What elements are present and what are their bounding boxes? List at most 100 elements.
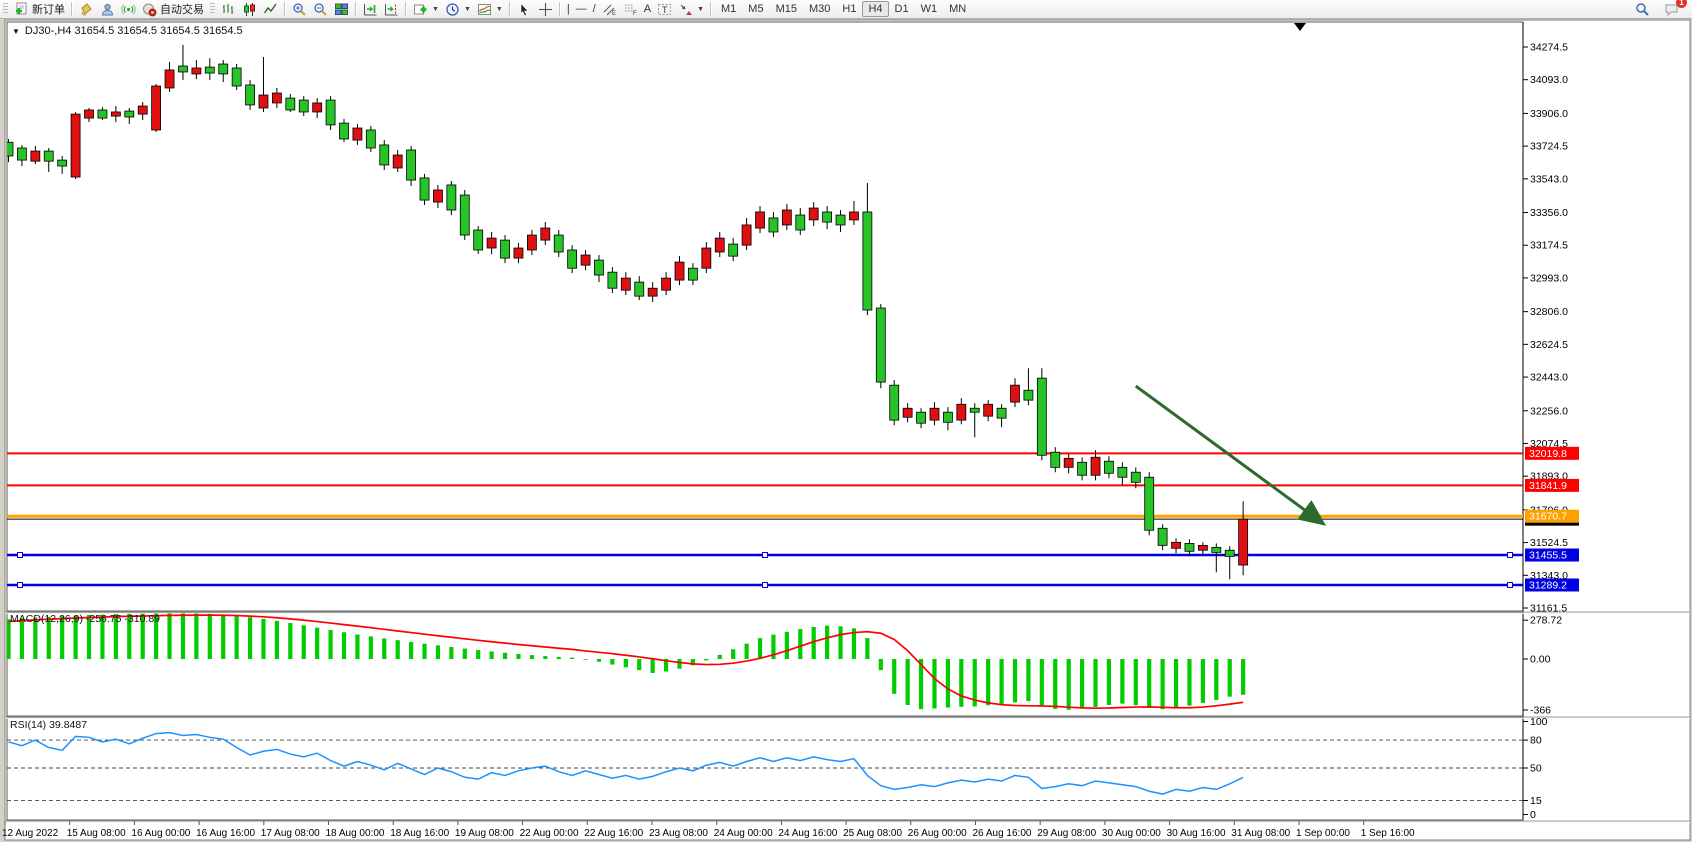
svg-text:29 Aug 08:00: 29 Aug 08:00 [1037,828,1096,839]
svg-text:12 Aug 2022: 12 Aug 2022 [2,828,59,839]
equidistant-channel-button[interactable]: E [599,1,620,17]
svg-text:31 Aug 08:00: 31 Aug 08:00 [1231,828,1290,839]
svg-text:15: 15 [1530,795,1542,807]
price-label-support-2: 31289.2 [1525,578,1579,592]
timeframe-d1[interactable]: D1 [894,3,909,15]
timeframe-m15[interactable]: M15 [775,3,797,15]
svg-text:33543.0: 33543.0 [1530,173,1568,185]
autotrade-button[interactable]: 自动交易 [139,1,207,17]
timeframe-h1[interactable]: H1 [842,3,857,15]
indicators-button[interactable]: ▼ [410,1,442,17]
paint-bucket-icon [81,2,92,15]
svg-text:33356.0: 33356.0 [1530,207,1568,219]
auto-scroll-button[interactable] [360,1,381,17]
price-label-resistance-2: 31841.9 [1525,478,1579,492]
fibonacci-button[interactable]: F [620,1,641,17]
periods-button[interactable]: ▼ [442,1,474,17]
svg-text:24 Aug 00:00: 24 Aug 00:00 [714,828,773,839]
line-drag-handle [1507,581,1513,588]
price-label-support-1: 31455.5 [1525,548,1579,562]
line-chart-icon [263,3,277,13]
symbol-dropdown-icon[interactable]: ▼ [12,26,20,36]
toolbar-separator [508,2,511,16]
trendline-button[interactable]: / [590,1,599,17]
tile-windows-icon [335,3,348,15]
svg-text:24 Aug 16:00: 24 Aug 16:00 [778,828,837,839]
trend-arrow[interactable] [1134,384,1327,526]
new-order-button[interactable]: 新订单 [11,1,68,17]
rsi-line [8,731,1244,795]
svg-text:50: 50 [1530,763,1542,775]
svg-text:-366: -366 [1530,704,1551,716]
svg-text:32256.0: 32256.0 [1530,405,1568,417]
horizontal-line-button[interactable]: — [573,1,590,17]
tile-windows-button[interactable] [331,1,352,17]
trendline-icon: / [592,3,596,15]
profile-button[interactable] [97,1,118,17]
svg-text:18 Aug 00:00: 18 Aug 00:00 [326,828,385,839]
channel-icon: E [603,4,616,17]
text-button[interactable]: A [641,1,654,17]
arrows-button[interactable]: ▼ [675,1,707,17]
svg-text:31289.2: 31289.2 [1529,579,1567,591]
timeframe-m1[interactable]: M1 [721,3,737,15]
text-label-icon: T [658,3,672,15]
svg-text:278.72: 278.72 [1530,615,1562,627]
svg-text:25 Aug 08:00: 25 Aug 08:00 [843,828,902,839]
chart-shift-marker[interactable] [1294,23,1306,31]
text-icon: A [643,3,652,15]
label-button[interactable]: T [654,1,675,17]
svg-text:22 Aug 16:00: 22 Aug 16:00 [584,828,643,839]
svg-text:31524.5: 31524.5 [1530,537,1568,549]
svg-text:23 Aug 08:00: 23 Aug 08:00 [649,828,708,839]
toolbar-grip[interactable] [210,3,215,15]
candlestick-chart-button[interactable] [239,1,260,17]
chart-shift-icon [385,3,398,15]
svg-text:32443.0: 32443.0 [1530,372,1568,384]
svg-text:31841.9: 31841.9 [1529,480,1567,492]
svg-text:19 Aug 08:00: 19 Aug 08:00 [455,828,514,839]
bar-chart-button[interactable] [218,1,239,17]
svg-text:80: 80 [1530,735,1542,747]
timeframe-h4[interactable]: H4 [862,1,889,17]
zoom-in-button[interactable] [289,1,310,17]
svg-text:31670.7: 31670.7 [1529,511,1567,523]
crosshair-button[interactable] [535,1,556,17]
svg-text:16 Aug 00:00: 16 Aug 00:00 [131,828,190,839]
zoom-out-button[interactable] [310,1,331,17]
search-button[interactable] [1632,1,1653,17]
profile-icon [101,3,114,15]
timeframe-mn[interactable]: MN [949,3,967,15]
vertical-line-button[interactable]: | [564,1,573,17]
autotrade-icon [143,3,157,16]
timeframe-m5[interactable]: M5 [748,3,764,15]
notification-badge[interactable]: 1 [1676,0,1687,8]
toolbar-separator [71,2,73,16]
templates-button[interactable]: ▼ [474,1,506,17]
svg-text:30 Aug 16:00: 30 Aug 16:00 [1167,828,1226,839]
time-axis[interactable]: 12 Aug 2022 15 Aug 08:00 16 Aug 00:00 16 Au… [2,821,1415,839]
svg-text:16 Aug 16:00: 16 Aug 16:00 [196,828,255,839]
svg-text:100: 100 [1530,716,1548,728]
toolbar-grip[interactable] [3,3,8,15]
toolbar-separator [284,2,286,16]
svg-text:33724.5: 33724.5 [1530,141,1568,153]
price-label-resistance-1: 32019.8 [1525,446,1579,460]
timeframe-w1[interactable]: W1 [920,3,938,15]
line-chart-button[interactable] [260,1,281,17]
timeframe-m30[interactable]: M30 [808,3,831,15]
arrow-objects-icon [680,4,693,15]
symbol-ohlc-label[interactable]: ▼ DJ30-,H4 31654.5 31654.5 31654.5 31654… [12,25,243,37]
candlestick-series [7,44,1249,580]
search-icon [1636,2,1649,16]
cursor-button[interactable] [514,1,535,17]
alerts-button[interactable] [118,1,139,17]
styles-button[interactable] [76,1,97,17]
svg-text:1 Sep 00:00: 1 Sep 00:00 [1296,828,1350,839]
indicators-plus-icon [414,4,427,14]
svg-text:0.00: 0.00 [1530,654,1551,666]
new-order-label: 新订单 [32,4,65,16]
chart-shift-button[interactable] [381,1,402,17]
price-label-pivot: 31670.7 [1525,509,1579,523]
